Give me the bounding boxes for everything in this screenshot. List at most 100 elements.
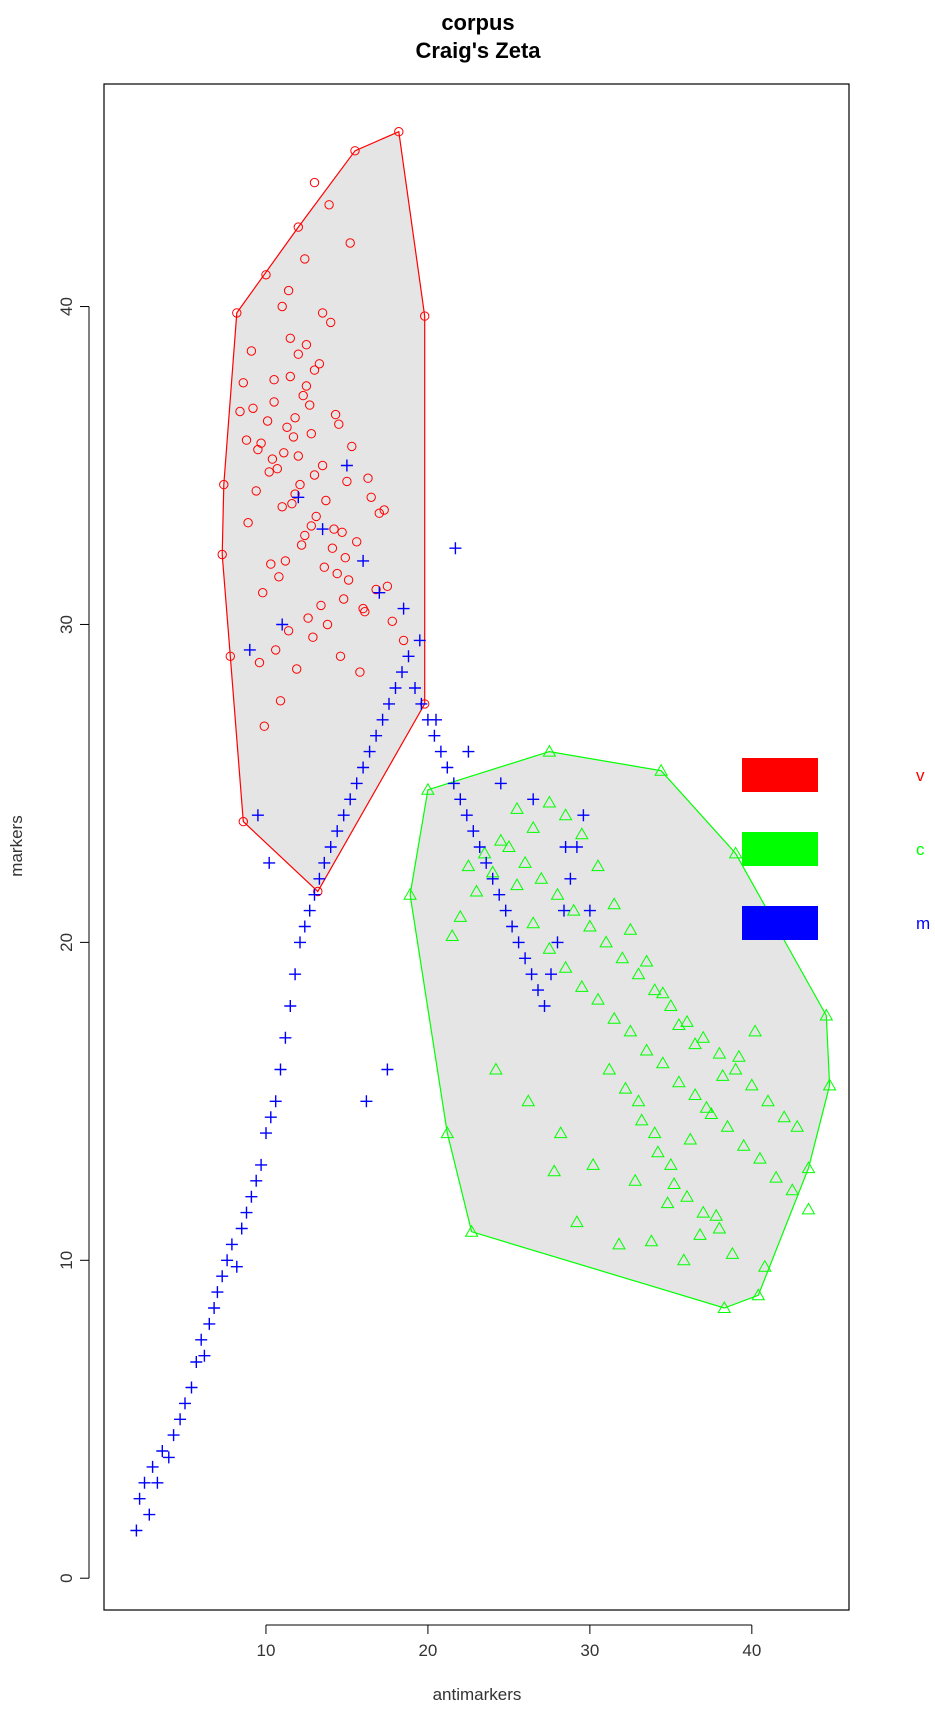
point-c xyxy=(801,1161,816,1174)
hull-layer xyxy=(221,130,831,1309)
point-v xyxy=(317,308,328,318)
point-v xyxy=(238,816,249,827)
x-axis: 10 20 30 40 xyxy=(256,1624,761,1660)
x-tick-label: 20 xyxy=(418,1641,437,1660)
point-c xyxy=(696,1030,711,1043)
point-v xyxy=(300,254,310,264)
point-c xyxy=(542,795,557,808)
point-c xyxy=(801,1202,816,1215)
point-m xyxy=(558,904,570,917)
point-m xyxy=(269,1095,282,1108)
point-v xyxy=(339,594,349,604)
point-c xyxy=(607,1011,622,1024)
point-m xyxy=(156,1445,169,1457)
point-c xyxy=(769,1170,783,1183)
point-c xyxy=(696,1205,711,1218)
point-v xyxy=(382,581,393,591)
point-v xyxy=(330,409,341,420)
point-v xyxy=(246,346,257,356)
point-v xyxy=(248,403,258,413)
point-v xyxy=(232,308,242,318)
point-v xyxy=(285,371,295,382)
point-v xyxy=(326,317,336,328)
point-m xyxy=(151,1476,164,1489)
plot-frame xyxy=(103,83,850,1611)
point-m xyxy=(292,491,305,504)
point-m xyxy=(527,793,540,806)
point-v xyxy=(340,553,350,563)
point-c xyxy=(736,1138,751,1151)
point-c xyxy=(704,1106,719,1119)
point-c xyxy=(777,1110,792,1123)
point-c xyxy=(785,1183,800,1196)
point-m xyxy=(434,745,447,758)
point-c xyxy=(720,1119,735,1132)
point-m xyxy=(415,697,428,710)
point-c xyxy=(744,1078,759,1091)
point-m xyxy=(396,666,408,679)
point-v xyxy=(275,696,286,706)
point-c xyxy=(751,1288,766,1301)
point-v xyxy=(311,511,321,522)
point-m xyxy=(532,984,544,997)
point-c xyxy=(712,1046,727,1059)
point-v xyxy=(309,177,320,188)
point-v xyxy=(321,495,331,506)
point-m xyxy=(337,809,350,822)
point-v xyxy=(269,397,279,407)
point-c xyxy=(521,1094,536,1107)
point-m xyxy=(397,602,410,615)
point-c xyxy=(790,1119,805,1132)
point-c xyxy=(728,846,743,859)
point-c xyxy=(634,1113,649,1126)
point-c xyxy=(591,859,605,872)
point-c xyxy=(651,1145,665,1158)
point-c xyxy=(683,1132,698,1145)
point-m xyxy=(357,761,370,774)
point-m xyxy=(264,1111,277,1124)
point-m xyxy=(413,634,426,647)
point-v xyxy=(283,285,294,296)
point-v xyxy=(251,486,261,496)
point-v xyxy=(217,549,227,560)
point-m xyxy=(308,888,321,901)
point-v xyxy=(290,413,300,423)
point-v xyxy=(298,390,308,401)
point-v xyxy=(287,499,297,509)
point-m xyxy=(138,1476,151,1489)
point-v xyxy=(335,651,346,661)
point-v xyxy=(337,527,347,537)
point-m xyxy=(245,1190,258,1203)
x-axis-label: antimarkers xyxy=(433,1685,522,1704)
point-c xyxy=(709,1208,724,1221)
legend-swatch-m xyxy=(742,906,818,940)
point-v xyxy=(295,479,305,490)
point-m xyxy=(255,1158,268,1171)
y-axis-label: markers xyxy=(7,815,26,876)
x-tick-label: 40 xyxy=(742,1641,761,1660)
chart-subtitle: Craig's Zeta xyxy=(415,38,541,63)
y-tick-label: 20 xyxy=(57,933,76,952)
point-c xyxy=(717,1300,732,1313)
point-c xyxy=(647,1126,662,1139)
point-v xyxy=(366,492,376,502)
point-m xyxy=(225,1238,238,1251)
point-c xyxy=(618,1081,633,1094)
point-m xyxy=(551,936,564,949)
point-c xyxy=(461,859,476,872)
point-v xyxy=(313,886,323,897)
point-c xyxy=(748,1024,762,1037)
point-m xyxy=(499,904,512,917)
point-v xyxy=(238,378,249,388)
point-m xyxy=(250,1174,263,1187)
point-v xyxy=(355,667,365,677)
point-c xyxy=(639,1043,654,1056)
y-tick-label: 40 xyxy=(57,297,76,316)
point-c xyxy=(534,871,549,884)
point-c xyxy=(469,884,484,897)
point-v xyxy=(254,657,265,668)
point-v xyxy=(219,479,229,490)
point-m xyxy=(133,1492,146,1505)
point-v xyxy=(309,365,320,375)
point-m xyxy=(284,1000,297,1012)
